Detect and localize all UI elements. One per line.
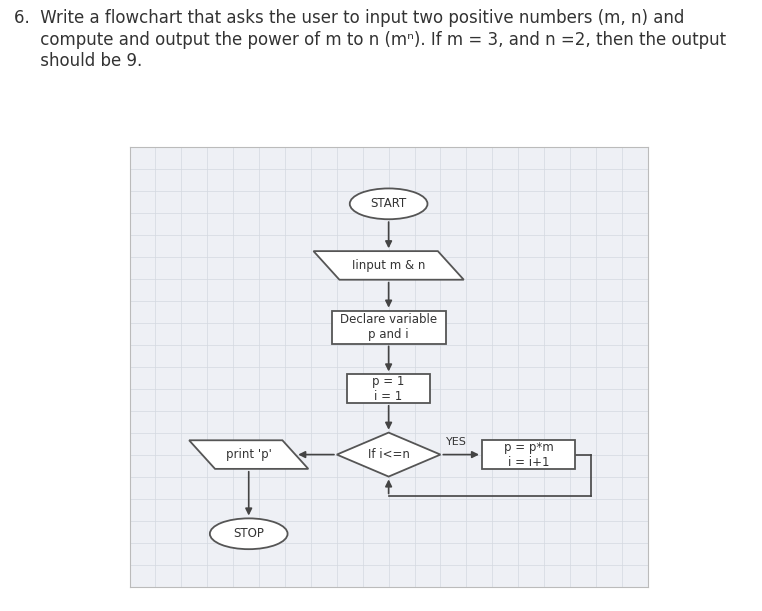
- Text: p = p*m
i = i+1: p = p*m i = i+1: [504, 441, 553, 469]
- Text: STOP: STOP: [233, 527, 264, 540]
- Text: Declare variable
p and i: Declare variable p and i: [340, 313, 437, 341]
- Bar: [331, 310, 446, 343]
- Text: print 'p': print 'p': [226, 448, 272, 461]
- Polygon shape: [313, 251, 464, 280]
- Bar: [482, 441, 575, 469]
- Text: YES: YES: [446, 437, 466, 447]
- Ellipse shape: [350, 188, 427, 219]
- Text: compute and output the power of m to n (mⁿ). If m = 3, and n =2, then the output: compute and output the power of m to n (…: [14, 31, 726, 48]
- Text: p = 1
i = 1: p = 1 i = 1: [373, 375, 405, 403]
- Ellipse shape: [210, 518, 287, 549]
- Text: Iinput m & n: Iinput m & n: [352, 259, 425, 272]
- Polygon shape: [337, 433, 440, 477]
- Bar: [347, 375, 430, 403]
- Polygon shape: [189, 441, 309, 469]
- Text: 6.  Write a flowchart that asks the user to input two positive numbers (m, n) an: 6. Write a flowchart that asks the user …: [14, 9, 684, 27]
- Text: START: START: [370, 197, 407, 210]
- Text: If i<=n: If i<=n: [368, 448, 409, 461]
- Text: should be 9.: should be 9.: [14, 52, 142, 70]
